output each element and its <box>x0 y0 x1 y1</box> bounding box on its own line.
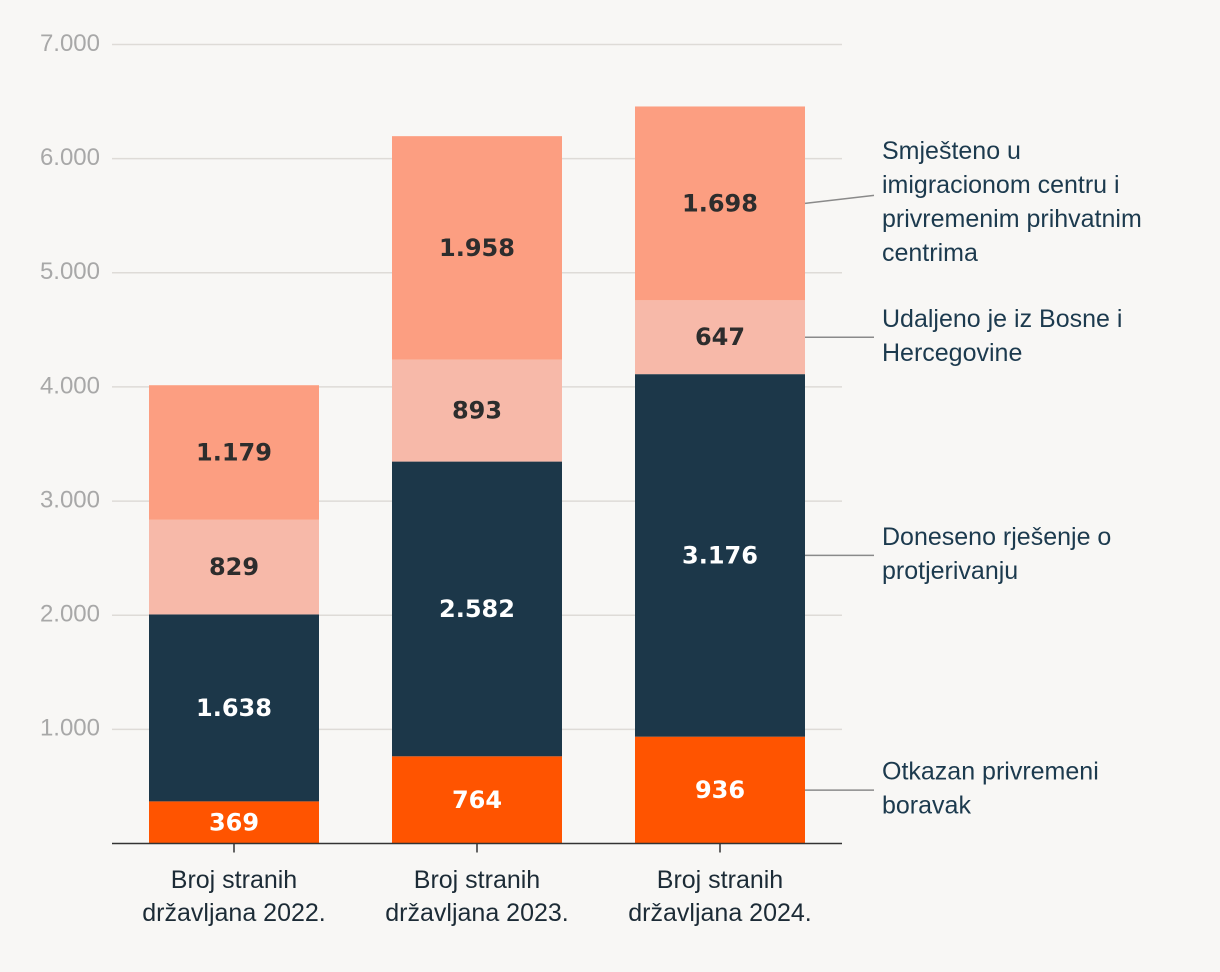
x-axis-ticks <box>233 843 721 853</box>
legend-label: privremenim prihvatnim <box>882 205 1142 233</box>
x-category-label: Broj stranih <box>657 866 783 894</box>
legend-label: Hercegovine <box>882 339 1022 367</box>
legend-label: imigracionom centru i <box>882 171 1120 199</box>
bar-value-label: 1.698 <box>682 189 758 217</box>
legend-label: protjerivanju <box>882 557 1018 585</box>
y-tick-label: 2.000 <box>40 601 100 628</box>
y-tick-label: 5.000 <box>40 258 100 285</box>
y-tick-label: 6.000 <box>40 144 100 171</box>
x-category-label: državljana 2023. <box>385 899 568 927</box>
bar-value-label: 3.176 <box>682 541 758 569</box>
x-axis-category-labels: Broj stranih državljana 2022. Broj stranih… <box>142 866 811 927</box>
legend-leader-line <box>804 194 875 205</box>
bar-value-label: 764 <box>452 786 502 814</box>
bar-value-label: 936 <box>695 776 745 804</box>
legend-label: Udaljeno je iz Bosne i <box>882 305 1122 333</box>
segment-value-labels: 369 1.638 829 1.179 764 2.582 893 1.958 936 3.176… <box>196 189 758 836</box>
bar-value-label: 2.582 <box>439 595 515 623</box>
y-tick-label: 4.000 <box>40 372 100 399</box>
bar-segment <box>392 756 562 844</box>
legend-label: Otkazan privremeni <box>882 758 1099 786</box>
legend-item: Smješteno u imigracionom centru i privreme… <box>804 137 1142 267</box>
legend-item: Otkazan privremeni boravak <box>805 758 1099 820</box>
y-tick-label: 3.000 <box>40 486 100 513</box>
bar-segment <box>149 519 319 615</box>
bar-segment <box>392 359 562 462</box>
bar-segment <box>392 461 562 757</box>
legend-item: Doneseno rješenje o protjerivanju <box>805 523 1111 585</box>
legend-item: Udaljeno je iz Bosne i Hercegovine <box>805 305 1122 367</box>
bar-segment <box>392 136 562 360</box>
bars <box>149 106 805 844</box>
bar-segment <box>635 106 805 301</box>
x-category-label: Broj stranih <box>171 866 297 894</box>
x-category-label: državljana 2024. <box>628 899 811 927</box>
bar-value-label: 369 <box>209 808 259 836</box>
legend-label: Doneseno rješenje o <box>882 523 1111 551</box>
legend-label: Smješteno u <box>882 137 1021 165</box>
bar-segment <box>149 801 319 844</box>
y-tick-label: 1.000 <box>40 715 100 742</box>
bar-value-label: 829 <box>209 553 259 581</box>
bar-segment <box>635 736 805 844</box>
x-category-label: državljana 2022. <box>142 899 325 927</box>
legend-label: centrima <box>882 239 978 267</box>
bar-value-label: 1.638 <box>196 694 272 722</box>
bar-segment <box>635 374 805 737</box>
bar-value-label: 1.179 <box>196 439 272 467</box>
legend-label: boravak <box>882 792 971 820</box>
y-axis-tick-labels: 1.000 2.000 3.000 4.000 5.000 6.000 7.000 <box>40 30 100 742</box>
bar-segment <box>149 385 319 520</box>
legend: Otkazan privremeni boravak Doneseno rješen… <box>804 137 1142 820</box>
bar-value-label: 647 <box>695 323 745 351</box>
bar-value-label: 893 <box>452 397 502 425</box>
y-tick-label: 7.000 <box>40 30 100 57</box>
x-category-label: Broj stranih <box>414 866 540 894</box>
bar-segment <box>635 300 805 375</box>
bar-segment <box>149 614 319 802</box>
bar-value-label: 1.958 <box>439 234 515 262</box>
